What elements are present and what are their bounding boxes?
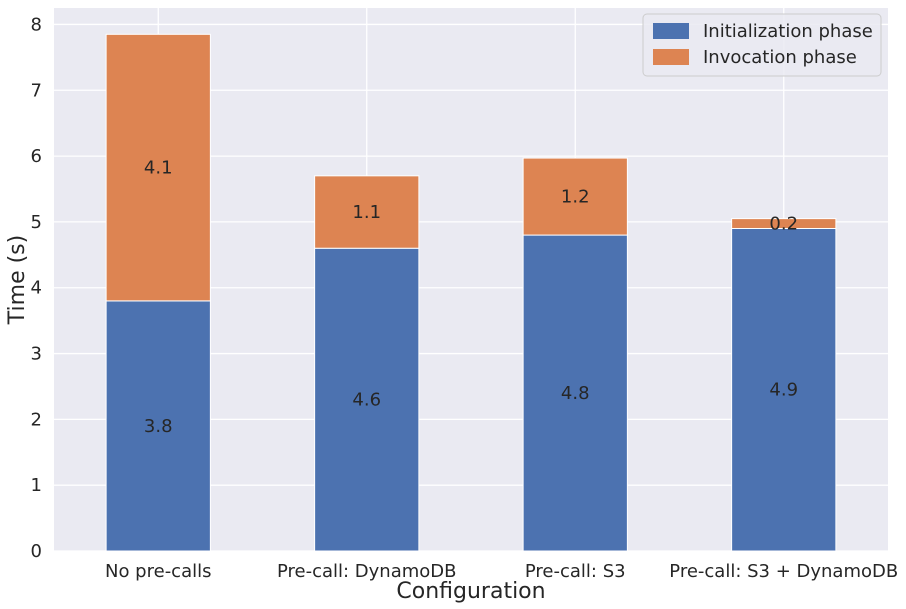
bar-segment [522,234,628,552]
x-tick-label: No pre-calls [105,561,212,582]
bar-segment [314,247,420,552]
y-tick-label: 2 [31,409,42,430]
bar-segment [731,218,837,229]
bar-segment [105,300,211,552]
bar-segment [314,175,420,249]
x-tick-label: Pre-call: S3 [525,561,626,582]
bar-value-label: 0.2 [769,214,798,235]
x-axis-label: Configuration [396,579,545,604]
y-tick-label: 1 [31,475,42,496]
y-axis-ticks: 0 1 2 3 4 5 6 7 8 [31,14,42,562]
legend: Initialization phase Invocation phase [642,13,882,77]
bar-value-label: 4.8 [561,383,590,404]
legend-label: Initialization phase [703,21,873,42]
legend-swatch [653,23,689,39]
legend-box [642,13,882,77]
legend-swatch [653,49,689,65]
bar-segment [522,157,628,236]
y-tick-label: 7 [31,80,42,101]
bar-segment [105,33,211,302]
bar-value-label: 3.8 [144,416,173,437]
y-tick-label: 5 [31,212,42,233]
y-axis-label: Time (s) [5,235,30,325]
x-axis-ticks: No pre-calls Pre-call: DynamoDB Pre-call: … [105,561,898,582]
y-tick-label: 4 [31,278,42,299]
bar-value-label: 1.1 [352,202,381,223]
x-tick-label: Pre-call: DynamoDB [277,561,457,582]
x-tick-label: Pre-call: S3 + DynamoDB [669,561,898,582]
data-labels: 3.8 4.6 4.8 4.9 4.1 1.1 1.2 0.2 [144,158,798,437]
bar-value-label: 4.1 [144,158,173,179]
bar-segment [731,227,837,552]
y-tick-label: 0 [31,541,42,562]
y-tick-label: 6 [31,146,42,167]
legend-label: Invocation phase [703,47,857,68]
y-tick-label: 3 [31,344,42,365]
bar-value-label: 4.6 [352,390,381,411]
bar-value-label: 4.9 [769,380,798,401]
y-tick-label: 8 [31,14,42,35]
bar-value-label: 1.2 [561,187,590,208]
bars [105,33,837,552]
